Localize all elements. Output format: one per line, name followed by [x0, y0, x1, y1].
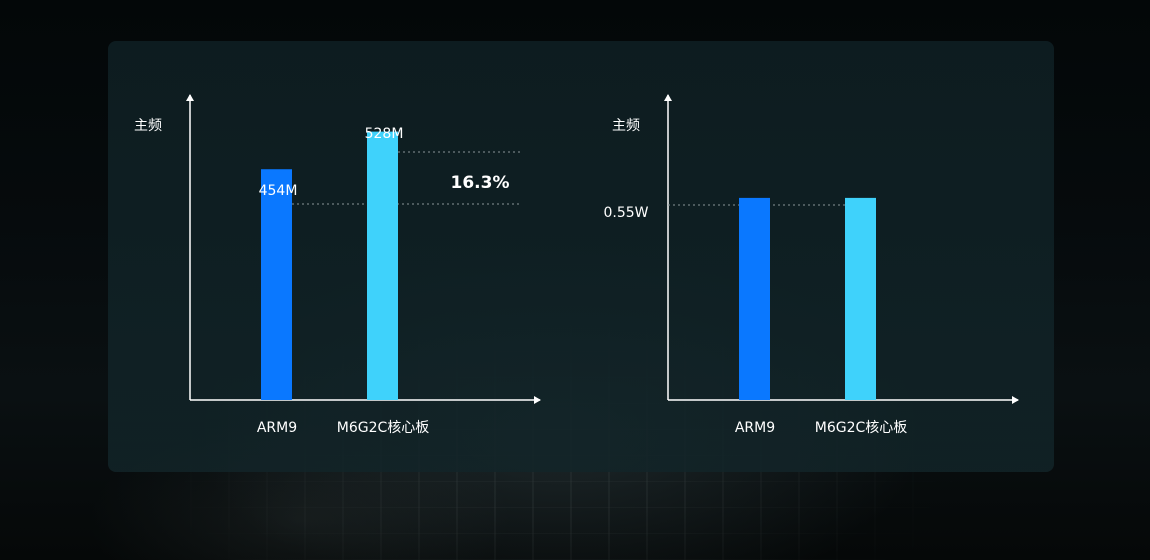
frequency-y-axis-label: 主频 [134, 118, 162, 134]
x-tick-label-m6g2c-power: M6G2C核心板 [815, 420, 908, 436]
bar-value-label-m6g2c: 528M [365, 126, 404, 142]
bar-m6g2c-power [845, 197, 876, 400]
x-tick-label-m6g2c: M6G2C核心板 [337, 420, 430, 436]
power-chart: 主频 0.55W ARM9 M6G2C核心板 [603, 94, 1019, 436]
power-tick-label: 0.55W [603, 205, 648, 221]
frequency-chart: 主频 454M 528M 16.3% ARM9 M6G2C核心板 [134, 94, 541, 436]
bar-arm9-power [739, 197, 770, 400]
bar-arm9-frequency [261, 169, 292, 400]
x-tick-label-arm9: ARM9 [257, 420, 297, 436]
bar-value-label-arm9: 454M [259, 183, 298, 199]
bar-m6g2c-frequency [367, 131, 398, 400]
power-y-axis-label: 主频 [612, 118, 640, 134]
increase-percentage-label: 16.3% [451, 173, 510, 193]
x-tick-label-arm9-power: ARM9 [735, 420, 775, 436]
